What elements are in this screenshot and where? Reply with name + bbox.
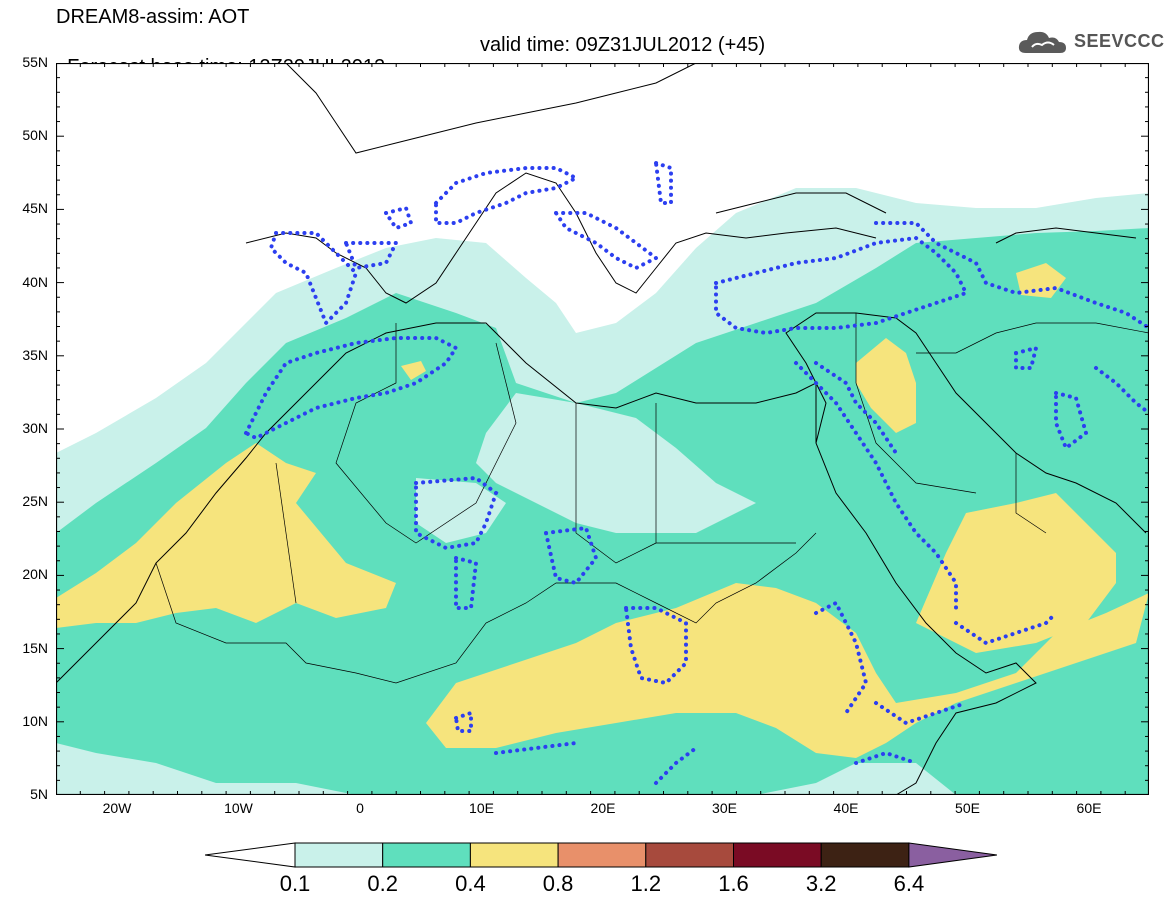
colorbar-label: 1.2 [630, 871, 662, 896]
colorbar-label: 1.6 [718, 871, 749, 896]
country-borders [155, 313, 1149, 684]
map-title: DREAM8-assim: AOT [56, 6, 250, 28]
aot-colorbar [205, 842, 997, 868]
lat-label: 5N [30, 786, 48, 802]
lat-label: 25N [22, 493, 48, 510]
colorbar-segment [469, 842, 559, 868]
colorbar-segment [557, 842, 647, 868]
logo-text: SEEVCCC [1074, 31, 1165, 51]
lon-label: 20W [102, 800, 132, 816]
colorbar-label: 0.1 [279, 871, 311, 896]
colorbar-segments [205, 842, 997, 868]
lat-label: 15N [22, 639, 48, 656]
colorbar-label: 0.2 [367, 871, 398, 896]
lat-label: 40N [22, 273, 48, 290]
lon-label: 20E [590, 800, 616, 816]
cloud-logo-icon [1018, 31, 1066, 53]
axis-ticks [56, 63, 1149, 795]
lon-label: 60E [1076, 800, 1102, 816]
aot-band-0-4-west [56, 443, 396, 628]
colorbar-label: 6.4 [893, 871, 925, 896]
valid-time-label: valid time: 09Z31JUL2012 (+45) [480, 34, 766, 56]
lat-label: 45N [22, 200, 48, 217]
colorbar-segment [294, 842, 384, 868]
lon-label: 10E [469, 800, 494, 816]
lat-label: 50N [22, 127, 48, 144]
lon-label: 40E [833, 800, 859, 816]
colorbar-segment [645, 842, 734, 868]
lon-label: 0 [356, 800, 364, 816]
coastlines [56, 63, 1147, 795]
colorbar-segment [820, 842, 910, 868]
aot-map [56, 63, 1149, 795]
aot-pocket-sahara [476, 393, 756, 533]
lat-label: 10N [22, 712, 48, 729]
colorbar-label: 0.8 [542, 871, 574, 896]
lat-label: 35N [22, 346, 48, 363]
colorbar-under-arrow [205, 842, 296, 868]
colorbar-label: 0.4 [455, 871, 486, 896]
lat-label: 55N [22, 54, 48, 70]
aot-band-0-4-iraq [856, 338, 916, 433]
colorbar-over-arrow [908, 842, 997, 868]
lat-label: 20N [22, 566, 48, 583]
aot-band-0-4-sahel [426, 583, 1149, 758]
aot-band-0-4-arabia [916, 493, 1116, 653]
lon-label: 10W [224, 800, 253, 816]
colorbar-segment [382, 842, 471, 868]
lon-label: 30E [712, 800, 737, 816]
lon-label: 50E [955, 800, 980, 816]
colorbar-segment [733, 842, 822, 868]
lat-label: 30N [22, 420, 48, 436]
dotted-contours [243, 160, 1149, 785]
colorbar-label: 3.2 [805, 871, 837, 896]
seevccc-logo: SEEVCCC [1018, 27, 1164, 57]
aot-band-0-4-morocco [401, 361, 426, 380]
